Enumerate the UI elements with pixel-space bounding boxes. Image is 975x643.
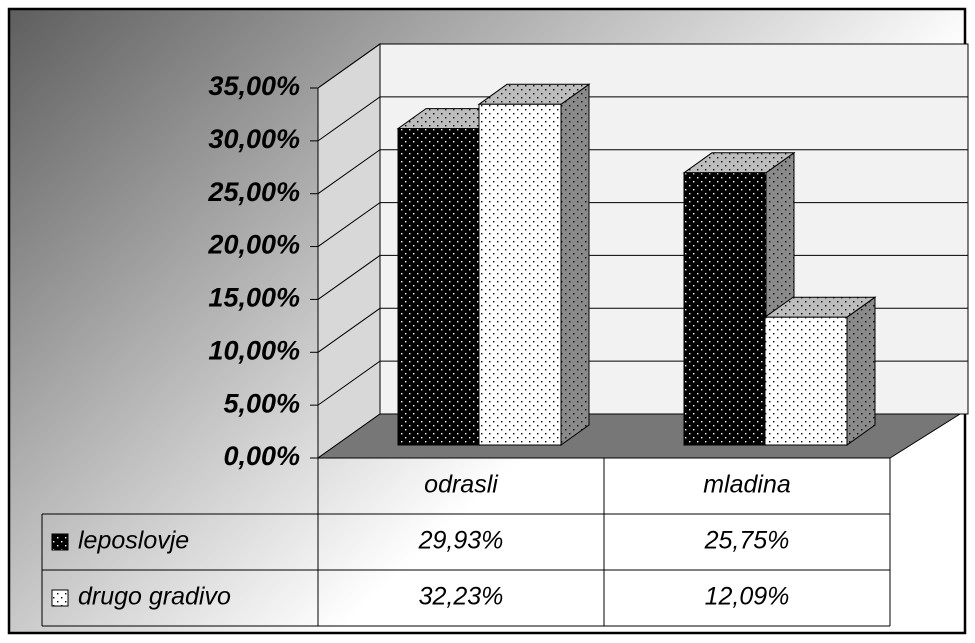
data-label: 29,93% <box>418 527 504 555</box>
legend-key <box>51 533 69 551</box>
bar <box>683 172 767 446</box>
y-tick-label: 0,00% <box>223 441 300 471</box>
grid-line <box>317 43 968 89</box>
category-label: odrasli <box>424 471 499 499</box>
y-tick-label: 25,00% <box>207 177 300 207</box>
bar <box>764 316 848 446</box>
grid-line <box>317 149 968 195</box>
y-tick-label: 15,00% <box>208 283 300 313</box>
data-label: 12,09% <box>705 583 790 611</box>
y-tick-label: 10,00% <box>208 335 300 365</box>
y-tick-label: 20,00% <box>207 230 300 260</box>
category-label: mladina <box>703 471 791 499</box>
legend-key <box>51 589 69 607</box>
y-tick-label: 5,00% <box>223 388 300 418</box>
bar-side <box>846 296 876 446</box>
bar-side <box>560 83 590 446</box>
data-label: 32,23% <box>419 583 504 611</box>
grid-line <box>317 96 968 142</box>
y-tick-label: 30,00% <box>208 124 300 154</box>
y-tick-label: 35,00% <box>208 71 300 101</box>
bar <box>397 128 481 446</box>
bar <box>478 103 562 446</box>
side-wall <box>317 43 381 459</box>
legend-label: leposlovje <box>78 527 189 555</box>
data-label: 25,75% <box>704 527 790 555</box>
legend-label: drugo gradivo <box>78 583 231 611</box>
